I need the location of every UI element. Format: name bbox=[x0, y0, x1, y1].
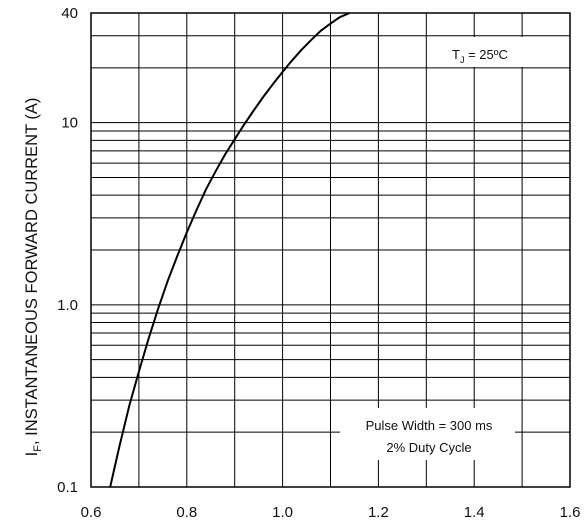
plot-frame bbox=[90, 12, 571, 488]
y-tick-label: 40 bbox=[61, 5, 78, 22]
x-tick-label: 1.4 bbox=[464, 504, 485, 521]
tj-annotation: TJ = 25ºC bbox=[452, 47, 508, 65]
y-tick-label: 1.0 bbox=[57, 297, 78, 314]
y-tick-label: 0.1 bbox=[57, 479, 78, 496]
forward-current-curve bbox=[109, 12, 351, 488]
y-axis-label: IF, INSTANTANEOUS FORWARD CURRENT (A) bbox=[23, 98, 44, 457]
tick-labels: 0.6 0.8 1.0 1.2 1.4 1.6 0.1 1.0 10 40 bbox=[57, 5, 580, 521]
x-tick-label: 1.0 bbox=[272, 504, 293, 521]
x-tick-label: 1.2 bbox=[368, 504, 389, 521]
x-tick-label: 1.6 bbox=[560, 504, 581, 521]
duty-cycle-label: 2% Duty Cycle bbox=[386, 440, 471, 455]
pulse-annotation-bg bbox=[340, 408, 515, 460]
tj-annotation-bg bbox=[446, 37, 546, 67]
y-tick-label: 10 bbox=[61, 115, 78, 132]
x-tick-label: 0.6 bbox=[81, 504, 102, 521]
x-tick-label: 0.8 bbox=[176, 504, 197, 521]
pulse-width-label: Pulse Width = 300 ms bbox=[366, 418, 493, 433]
